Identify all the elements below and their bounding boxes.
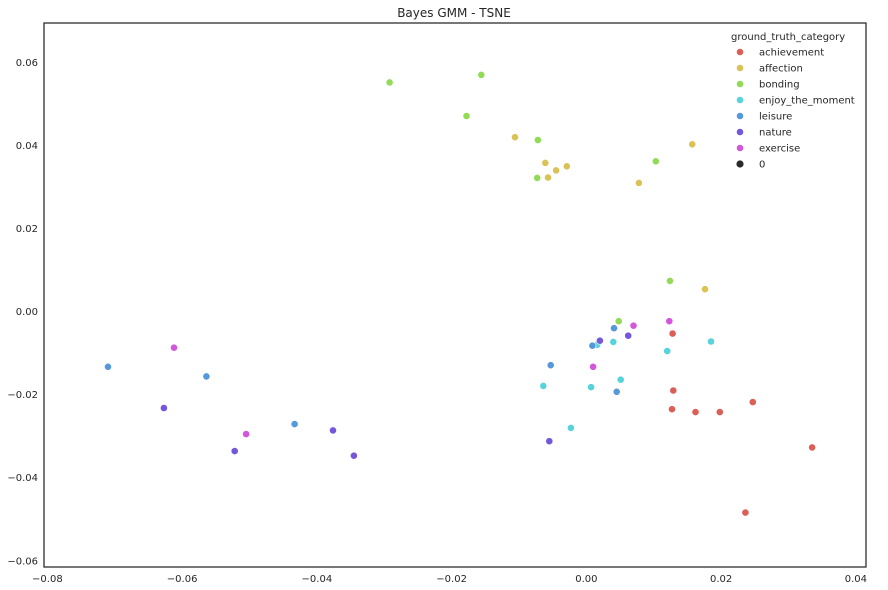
- x-tick-label: −0.02: [436, 574, 467, 585]
- data-point-affection: [541, 158, 550, 167]
- data-point-leisure: [612, 387, 621, 396]
- legend: ground_truth_category achievement affectio…: [731, 32, 855, 171]
- plot-frame: [43, 22, 867, 568]
- legend-label: leisure: [759, 112, 792, 123]
- legend-marker: [736, 128, 744, 136]
- data-point-leisure: [202, 372, 211, 381]
- data-point-enjoy-the-moment: [609, 337, 618, 346]
- legend-label: enjoy_the_moment: [759, 96, 855, 107]
- data-point-enjoy-the-moment: [567, 423, 575, 432]
- y-tick-label: 0.06: [16, 58, 38, 69]
- data-point-achievement: [808, 443, 816, 452]
- data-point-nature: [624, 331, 633, 340]
- data-point-leisure: [546, 361, 555, 370]
- data-points: [104, 71, 816, 517]
- data-point-enjoy-the-moment: [663, 347, 672, 355]
- data-point-achievement: [748, 398, 757, 406]
- data-point-bonding: [534, 136, 542, 144]
- data-point-achievement: [669, 386, 678, 395]
- data-point-exercise: [629, 321, 638, 330]
- legend-label: bonding: [759, 80, 800, 91]
- legend-label: affection: [759, 64, 803, 75]
- data-point-enjoy-the-moment: [587, 383, 595, 392]
- y-tick-label: −0.02: [7, 390, 38, 401]
- data-point-bonding: [651, 157, 660, 166]
- data-point-bonding: [462, 112, 471, 120]
- legend-marker: [736, 64, 744, 72]
- x-tick-label: 0.04: [845, 574, 867, 585]
- data-point-affection: [688, 140, 697, 149]
- legend-title: ground_truth_category: [731, 32, 845, 43]
- x-tick-label: 0.00: [575, 574, 597, 585]
- y-tick-label: 0.04: [16, 141, 38, 152]
- data-point-exercise: [589, 362, 597, 371]
- data-point-affection: [511, 133, 519, 142]
- data-point-bonding: [477, 71, 486, 79]
- chart-title: Bayes GMM - TSNE: [397, 6, 511, 20]
- data-point-enjoy-the-moment: [539, 381, 548, 390]
- data-point-leisure: [104, 362, 112, 371]
- legend-label: exercise: [759, 144, 800, 155]
- x-tick-label: −0.04: [302, 574, 333, 585]
- data-point-exercise: [170, 343, 178, 352]
- x-tick-label: −0.06: [167, 574, 198, 585]
- legend-size-marker: [736, 160, 744, 168]
- data-point-nature: [349, 451, 358, 460]
- legend-size-label: 0: [759, 160, 765, 171]
- legend-label: nature: [759, 128, 792, 139]
- data-point-achievement: [741, 508, 750, 517]
- data-point-leisure: [290, 420, 299, 428]
- data-point-bonding: [385, 78, 394, 87]
- data-point-bonding: [614, 317, 623, 326]
- data-point-nature: [159, 404, 168, 412]
- data-point-nature: [329, 426, 337, 435]
- y-tick-label: −0.04: [7, 473, 38, 484]
- y-tick-label: 0.00: [16, 307, 38, 318]
- legend-marker: [736, 112, 744, 120]
- x-axis-ticks: −0.08 −0.06 −0.04 −0.02 0.00 0.02 0.04: [32, 574, 867, 585]
- data-point-affection: [544, 173, 552, 182]
- legend-marker: [736, 48, 744, 56]
- data-point-bonding: [666, 276, 674, 285]
- legend-marker: [736, 80, 744, 88]
- data-point-exercise: [242, 430, 250, 438]
- data-point-enjoy-the-moment: [707, 337, 715, 346]
- data-point-achievement: [668, 329, 677, 338]
- legend-label: achievement: [759, 48, 824, 59]
- data-point-bonding: [533, 173, 542, 182]
- data-point-leisure: [588, 341, 597, 350]
- data-point-achievement: [691, 408, 700, 416]
- x-tick-label: −0.08: [32, 574, 63, 585]
- data-point-achievement: [668, 405, 676, 414]
- legend-marker: [736, 144, 744, 152]
- data-point-affection: [701, 285, 709, 294]
- data-point-nature: [596, 336, 604, 345]
- data-point-affection: [552, 166, 560, 175]
- data-point-enjoy-the-moment: [616, 375, 625, 384]
- y-tick-label: −0.06: [7, 556, 38, 567]
- x-tick-label: 0.02: [710, 574, 732, 585]
- data-point-nature: [230, 447, 239, 455]
- data-point-affection: [635, 178, 643, 187]
- data-point-affection: [562, 162, 571, 171]
- legend-marker: [736, 96, 744, 104]
- data-point-leisure: [610, 324, 618, 333]
- y-axis-ticks: −0.06 −0.04 −0.02 0.00 0.02 0.04 0.06: [7, 58, 38, 567]
- data-point-exercise: [665, 317, 674, 326]
- data-point-nature: [545, 437, 554, 446]
- data-point-achievement: [715, 408, 724, 416]
- y-tick-label: 0.02: [16, 224, 38, 235]
